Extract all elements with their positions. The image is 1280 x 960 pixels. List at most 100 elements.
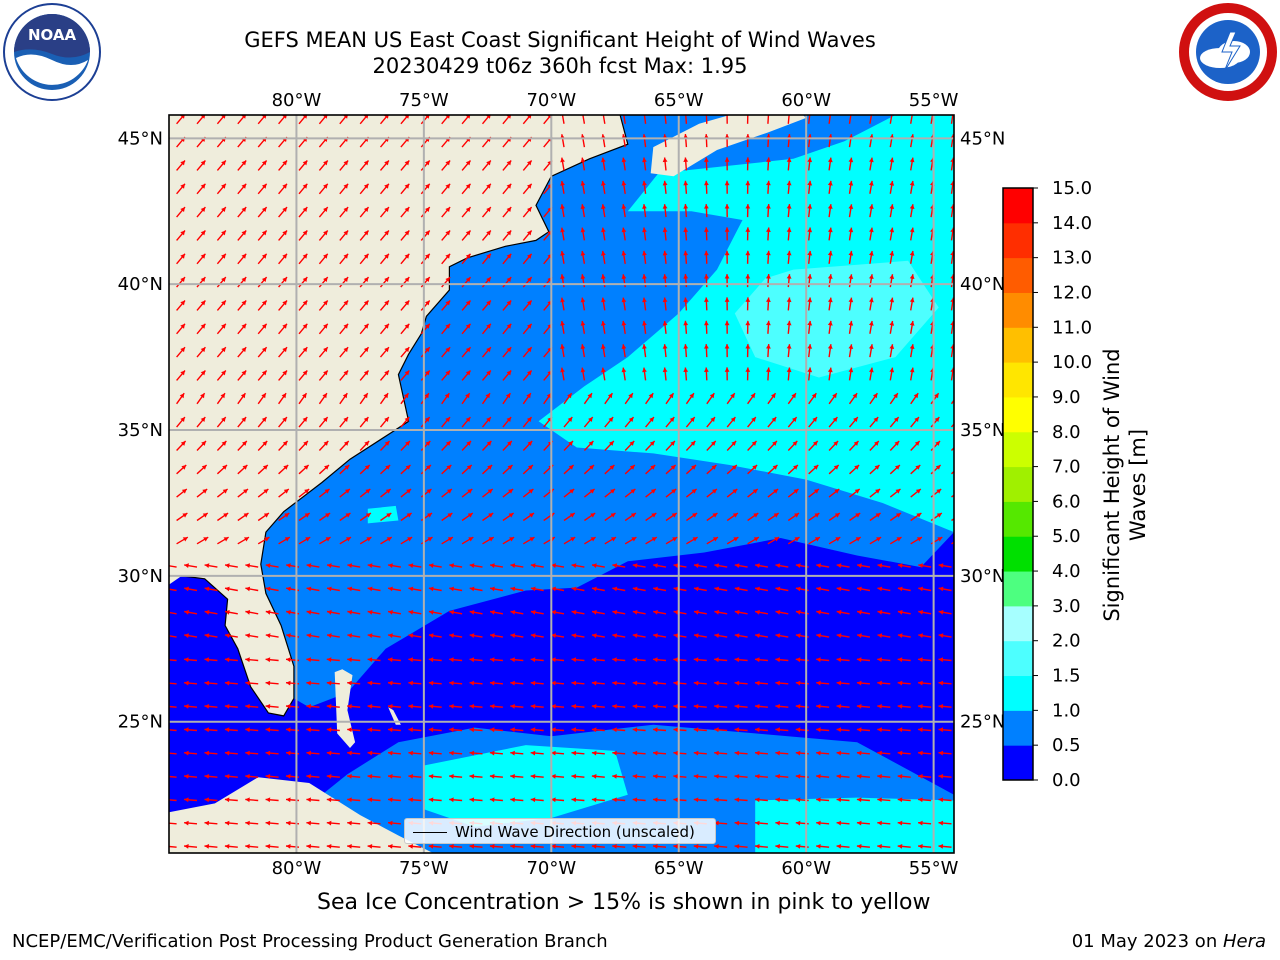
wind-arrow-head — [833, 441, 839, 446]
wind-arrow-head — [571, 750, 577, 756]
wind-arrow-head — [324, 465, 329, 470]
wind-arrow-head — [662, 297, 668, 303]
wind-arrow-head — [807, 344, 813, 349]
wind-arrow-head — [384, 230, 389, 236]
wind-arrow-head — [265, 750, 271, 756]
wind-arrow-head — [875, 513, 881, 518]
wind-arrow-head — [306, 844, 311, 849]
wind-arrow-head — [404, 207, 410, 212]
colorbar-segment — [1003, 188, 1033, 224]
wind-arrow-head — [180, 323, 185, 329]
wind-arrow-head — [365, 489, 371, 494]
wind-arrow-head — [486, 277, 491, 282]
wind-arrow-head — [428, 563, 434, 568]
wind-arrow-head — [282, 441, 288, 446]
wind-arrow-head — [302, 253, 308, 259]
wind-arrow-head — [876, 537, 882, 542]
wind-arrow-head — [938, 586, 944, 592]
wind-arrow-head — [384, 417, 389, 422]
wind-arrow-head — [642, 227, 647, 233]
wind-arrow-head — [286, 657, 291, 663]
wind-arrow-head — [571, 657, 577, 663]
wind-arrow-head — [204, 704, 210, 709]
wind-arrow-head — [386, 513, 392, 518]
wind-arrow-head — [363, 207, 369, 212]
wind-arrow-head — [750, 393, 756, 399]
lat-tick-label-right: 40°N — [960, 274, 1005, 295]
wind-arrow-head — [447, 537, 453, 542]
wind-arrow-head — [683, 367, 689, 372]
wind-arrow-head — [632, 680, 638, 686]
wind-arrow-head — [836, 586, 842, 592]
wind-arrow-head — [957, 513, 962, 518]
wind-arrow-head — [571, 610, 577, 615]
wind-arrow-head — [714, 680, 719, 686]
wind-arrow-head — [489, 750, 495, 756]
wind-arrow-head — [889, 321, 895, 326]
wind-arrow-shaft — [951, 470, 954, 475]
wind-arrow-head — [877, 586, 883, 592]
wind-arrow-head — [428, 680, 434, 686]
wind-arrow-head — [527, 207, 532, 212]
wind-arrow-head — [855, 513, 861, 518]
wind-arrow-head — [642, 250, 647, 256]
wind-arrow-head — [714, 704, 719, 709]
wind-arrow-shaft — [169, 659, 177, 662]
wind-arrow-head — [449, 680, 454, 686]
wind-arrow-head — [179, 393, 185, 399]
colorbar-tick-label: 12.0 — [1052, 282, 1092, 303]
lat-tick-label-right: 30°N — [960, 566, 1005, 587]
wind-arrow-head — [302, 207, 308, 212]
wind-arrow-head — [889, 204, 895, 209]
wind-arrow-head — [672, 537, 678, 542]
wind-arrow-head — [632, 844, 638, 849]
wind-arrow-head — [408, 610, 414, 615]
wind-arrow-head — [261, 277, 267, 282]
wind-arrow-head — [326, 750, 332, 756]
wind-arrow-head — [683, 344, 689, 349]
wind-arrow-head — [592, 586, 597, 592]
wind-arrow-head — [895, 489, 901, 494]
wind-arrow-head — [224, 820, 230, 826]
lat-tick-label-left: 25°N — [118, 712, 163, 733]
wind-arrow-head — [936, 513, 942, 518]
wind-arrow-head — [222, 465, 227, 470]
lon-tick-label-top: 55°W — [909, 90, 959, 111]
wind-arrow-head — [909, 344, 915, 349]
wind-arrow-head — [601, 180, 606, 186]
wind-arrow-shaft — [705, 115, 708, 124]
wind-arrow-head — [950, 320, 954, 326]
wind-arrow-head — [223, 513, 229, 518]
wind-arrow-head — [241, 207, 247, 212]
wind-arrow-head — [775, 820, 780, 826]
wind-arrow-head — [184, 844, 189, 849]
wind-arrow-head — [629, 441, 635, 446]
wind-arrow-head — [621, 344, 627, 349]
wind-arrow-head — [877, 727, 882, 733]
wind-arrow-head — [621, 274, 627, 279]
wind-arrow-head — [546, 393, 552, 399]
wind-arrow-head — [752, 489, 758, 494]
lon-tick-label-top: 60°W — [781, 90, 831, 111]
wind-arrow-head — [445, 183, 451, 189]
wind-arrow-shaft — [169, 729, 177, 732]
wind-arrow-head — [445, 230, 451, 236]
wind-arrow-head — [755, 820, 760, 826]
wind-arrow-head — [505, 393, 511, 399]
wind-arrow-head — [856, 820, 862, 826]
wind-arrow-head — [601, 250, 606, 256]
wind-arrow-head — [221, 300, 226, 306]
wind-arrow-head — [580, 274, 586, 279]
wind-arrow-head — [384, 253, 389, 259]
wind-arrow-head — [795, 820, 801, 826]
wind-arrow-head — [693, 704, 699, 709]
nova-scotia-landmass — [650, 115, 807, 177]
wind-arrow-head — [322, 393, 327, 399]
wind-arrow-head — [775, 704, 780, 709]
wind-arrow-head — [530, 774, 536, 779]
wind-arrow-head — [180, 115, 185, 119]
wind-arrow-head — [589, 489, 595, 494]
wind-arrow-head — [222, 489, 228, 494]
wind-arrow-head — [506, 370, 512, 376]
wind-arrow-head — [489, 797, 495, 803]
